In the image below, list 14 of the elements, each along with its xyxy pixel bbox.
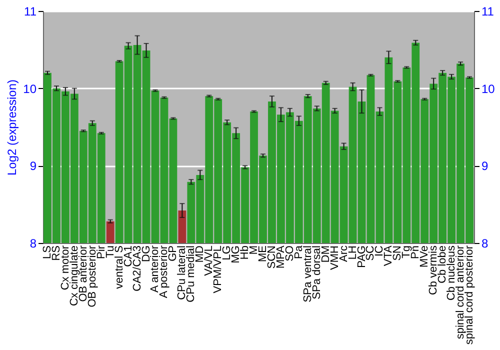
y-axis-title: Log2 (expression) (5, 79, 20, 176)
y2-tick-label: 11 (482, 4, 494, 18)
y-tick-label: 9 (30, 159, 37, 174)
y2-tick-label: 10 (482, 82, 496, 96)
x-tick-label: RS (50, 246, 62, 261)
x-tick-label: A posterior (158, 245, 170, 298)
x-tick-label: Tg (400, 246, 413, 258)
y-tick-label: 11 (24, 4, 37, 18)
y2-tick-label: 9 (482, 159, 488, 174)
x-tick-label: spinal cord posterior (464, 245, 476, 345)
y-tick-label: 10 (23, 82, 37, 96)
y-tick-label: 8 (30, 236, 37, 250)
x-tick-label: SCN (266, 245, 278, 269)
y2-tick-label: 8 (482, 236, 488, 250)
